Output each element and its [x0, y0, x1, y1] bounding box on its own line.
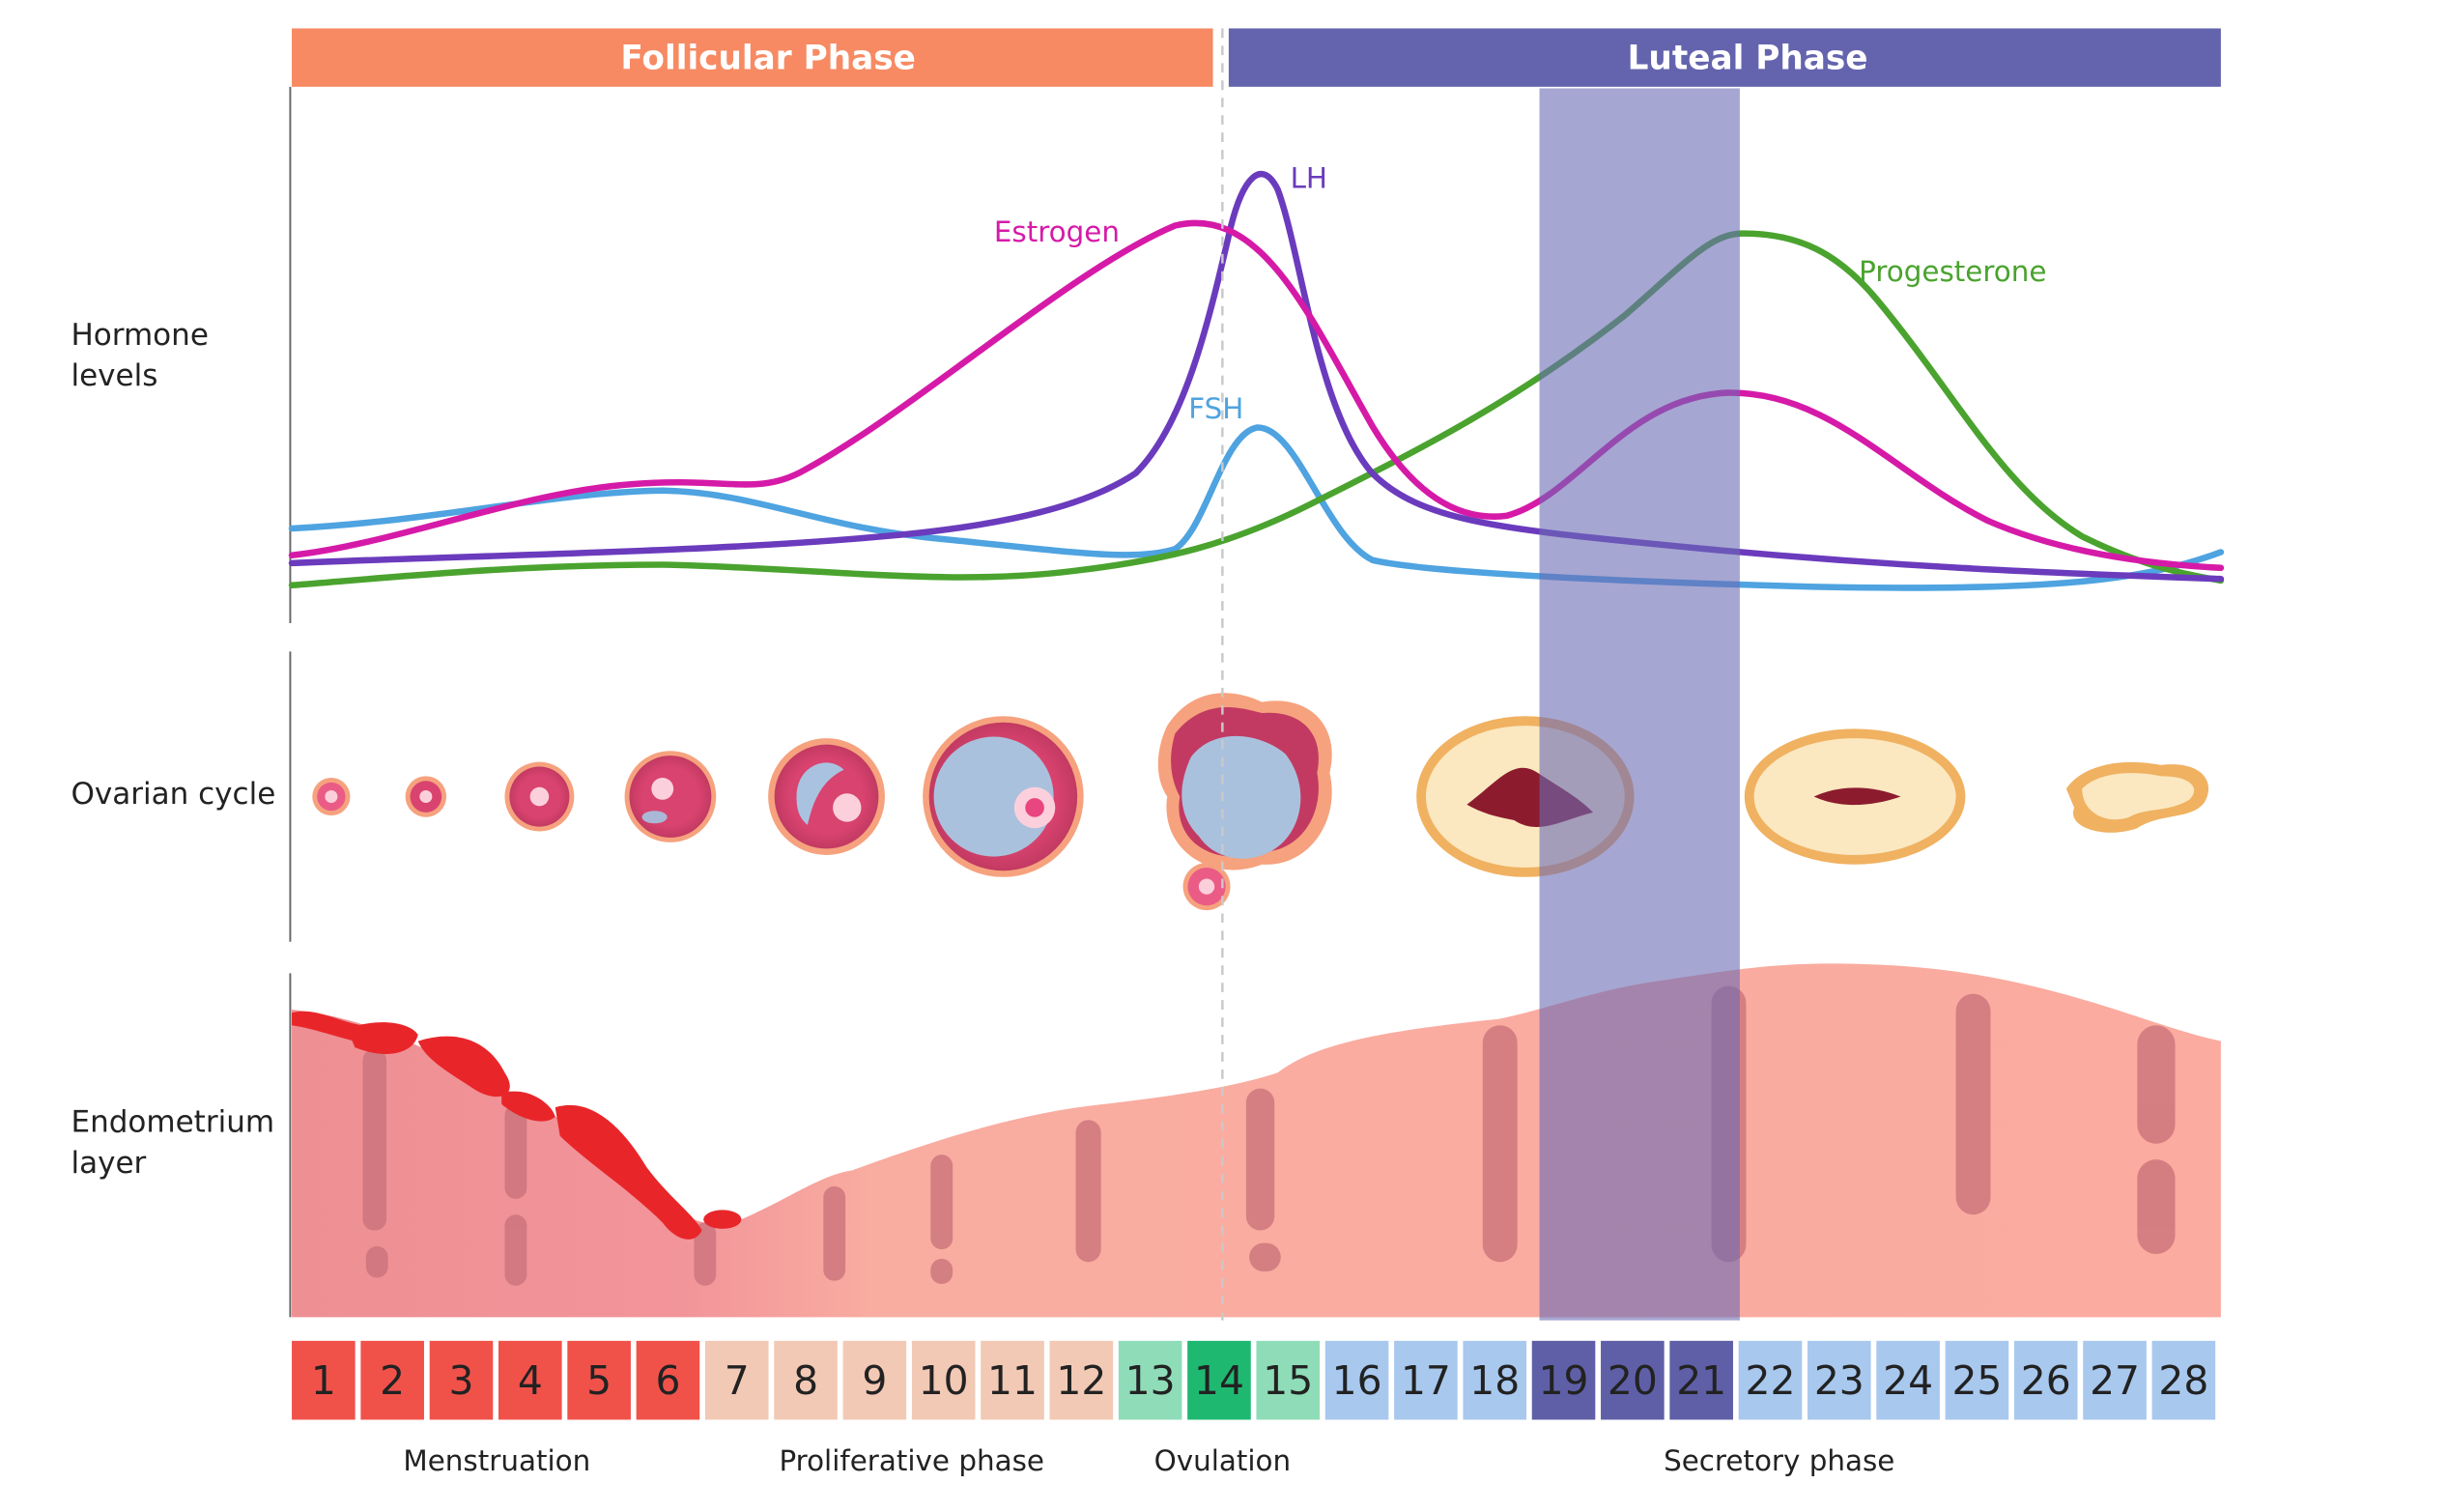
day-number: 28: [2158, 1357, 2208, 1404]
row-label: Hormone: [71, 318, 208, 353]
stage-label: Secretory phase: [1664, 1444, 1894, 1477]
lh-curve: [288, 170, 2225, 583]
estrogen-curve: [288, 219, 2225, 572]
day-box: [292, 1340, 356, 1420]
phase-title: Luteal Phase: [1628, 40, 1868, 78]
day-box: [2083, 1340, 2147, 1420]
day-strip: 1 2 3 4 5 6 7 8 9 10 11 12 13 14 15 16 17 18 19 20 21 22 23 24 2…: [292, 1340, 2216, 1420]
day-number: 13: [1125, 1357, 1176, 1404]
day-number: 16: [1332, 1357, 1382, 1404]
ovarian-follicles: [312, 693, 2209, 911]
day-box: [1738, 1340, 1803, 1420]
day-number: 12: [1056, 1357, 1106, 1404]
day-number: 20: [1608, 1357, 1658, 1404]
day-box: [1324, 1340, 1389, 1420]
day-number: 10: [919, 1357, 969, 1404]
day-box: [1807, 1340, 1871, 1420]
follicular-bar: [292, 28, 1213, 87]
hormone-curves: [288, 170, 2225, 591]
hormone-label: FSH: [1188, 392, 1243, 425]
day-box: [1256, 1340, 1321, 1420]
stage-label: Proliferative phase: [779, 1444, 1044, 1477]
day-box: [774, 1340, 838, 1420]
blood: [292, 1011, 742, 1240]
day-box: [911, 1340, 976, 1420]
day-number: 19: [1539, 1357, 1589, 1404]
day-number: 27: [2090, 1357, 2140, 1404]
day-number: 8: [793, 1357, 818, 1404]
day-number: 3: [449, 1357, 474, 1404]
day-box: [1601, 1340, 1665, 1420]
day-number: 14: [1194, 1357, 1244, 1404]
day-box: [1669, 1340, 1733, 1420]
day-number: 26: [2021, 1357, 2071, 1404]
day-number: 2: [380, 1357, 405, 1404]
day-number: 17: [1401, 1357, 1451, 1404]
day-box: [636, 1340, 700, 1420]
day-box: [1463, 1340, 1527, 1420]
day-number: 24: [1883, 1357, 1933, 1404]
day-box: [1876, 1340, 1940, 1420]
day-box: [1394, 1340, 1458, 1420]
day-box: [1118, 1340, 1182, 1420]
hormone-label: LH: [1291, 162, 1327, 195]
day-number: 21: [1676, 1357, 1726, 1404]
phase-title: Follicular Phase: [620, 40, 915, 78]
day-number: 23: [1814, 1357, 1864, 1404]
fsh-curve: [288, 424, 2225, 591]
day-box: [429, 1340, 494, 1420]
day-number: 11: [987, 1357, 1038, 1404]
fertile-window: [1539, 88, 1740, 1321]
row-label: Ovarian cycle: [71, 777, 275, 812]
day-number: 1: [311, 1357, 336, 1404]
day-box: [360, 1340, 424, 1420]
day-box: [2013, 1340, 2078, 1420]
luteal-bar: [1228, 28, 2221, 87]
day-number: 15: [1263, 1357, 1313, 1404]
day-number: 6: [655, 1357, 680, 1404]
stage-label: Ovulation: [1154, 1444, 1292, 1477]
day-number: 7: [725, 1357, 750, 1404]
progesterone-curve: [288, 230, 2225, 589]
day-number: 4: [518, 1357, 543, 1404]
day-box: [2151, 1340, 2216, 1420]
day-box: [1531, 1340, 1596, 1420]
day-box: [981, 1340, 1044, 1420]
day-box: [1049, 1340, 1114, 1420]
day-box: [842, 1340, 907, 1420]
row-label: layer: [71, 1146, 146, 1181]
hormone-label: Progesterone: [1859, 255, 2046, 288]
day-number: 5: [586, 1357, 612, 1404]
day-box: [1187, 1340, 1251, 1420]
day-number: 25: [1951, 1357, 2002, 1404]
day-number: 18: [1469, 1357, 1520, 1404]
day-number: 22: [1746, 1357, 1796, 1404]
day-box: [704, 1340, 769, 1420]
day-box: [567, 1340, 631, 1420]
hormone-label: Estrogen: [994, 215, 1120, 248]
day-number: 9: [862, 1357, 887, 1404]
row-label: Endometrium: [71, 1105, 274, 1140]
stage-label: Menstruation: [403, 1444, 590, 1477]
row-label: levels: [71, 358, 157, 393]
day-box: [498, 1340, 562, 1420]
day-box: [1945, 1340, 2009, 1420]
